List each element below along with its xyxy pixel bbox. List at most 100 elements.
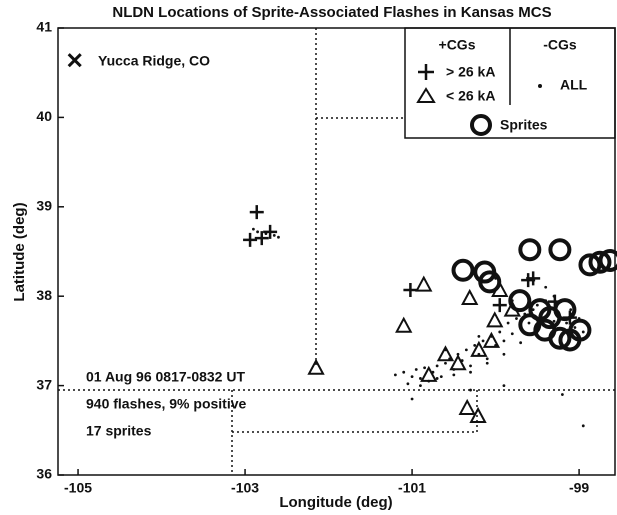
- point-dot: [402, 370, 406, 374]
- point-dot: [419, 377, 422, 380]
- point-dot: [393, 373, 397, 377]
- legend-group: -CGs: [543, 37, 577, 53]
- point-dot: [469, 388, 472, 392]
- y-tick-label: 37: [36, 376, 52, 392]
- point-dot: [252, 227, 255, 231]
- point-dot: [277, 235, 280, 239]
- point-triangle: [307, 358, 325, 375]
- site-label: Yucca Ridge, CO: [98, 53, 210, 69]
- annotation: 940 flashes, 9% positive: [86, 396, 247, 412]
- y-tick-label: 40: [36, 108, 52, 124]
- point-dot: [410, 397, 414, 401]
- point-dot: [469, 370, 472, 374]
- point-dot: [435, 377, 439, 380]
- point-dot: [477, 335, 481, 338]
- point-triangle: [469, 406, 487, 423]
- point-circle: [548, 238, 572, 262]
- point-dot: [494, 343, 497, 347]
- point-dot: [581, 330, 585, 334]
- point-dot: [544, 285, 548, 289]
- point-dot: [560, 393, 564, 396]
- point-dot: [423, 366, 427, 370]
- point-dot: [535, 303, 539, 307]
- point-x: [67, 53, 82, 68]
- point-circle: [553, 298, 577, 322]
- point-dot: [490, 335, 493, 338]
- point-plus: [403, 282, 418, 297]
- point-dot: [460, 359, 464, 362]
- legend-triangle: [416, 87, 436, 103]
- x-axis-label: Longitude (deg): [279, 494, 392, 511]
- point-dot: [485, 357, 489, 361]
- point-triangle: [461, 288, 479, 305]
- point-circle: [588, 250, 612, 274]
- point-dot: [410, 375, 414, 379]
- point-dot: [552, 319, 556, 323]
- point-dot: [527, 321, 531, 325]
- legend-dot: [538, 84, 542, 88]
- point-triangle: [436, 345, 455, 362]
- point-dot: [464, 348, 468, 352]
- point-dot: [444, 348, 447, 352]
- x-tick-label: -101: [398, 480, 426, 496]
- point-dot: [452, 368, 456, 371]
- point-circle: [518, 238, 542, 262]
- point-circle: [478, 270, 502, 294]
- point-dot: [569, 308, 573, 312]
- point-dot: [419, 384, 422, 387]
- legend: +CGs -CGs > 26 kA < 26 kA ALL Sprites: [404, 27, 616, 139]
- point-dot: [502, 352, 506, 356]
- legend-label: Sprites: [500, 117, 548, 133]
- point-circle: [451, 258, 475, 282]
- point-dot: [439, 375, 443, 379]
- point-triangle: [420, 365, 438, 382]
- point-dot: [502, 339, 506, 343]
- legend-label: ALL: [560, 77, 588, 93]
- point-triangle: [482, 331, 501, 348]
- legend-plus: [418, 64, 434, 80]
- chart-title: NLDN Locations of Sprite-Associated Flas…: [112, 4, 551, 21]
- point-dot: [565, 321, 568, 325]
- point-triangle: [449, 354, 467, 371]
- point-dot: [444, 361, 447, 365]
- y-tick-label: 41: [36, 19, 52, 35]
- point-triangle: [458, 398, 476, 415]
- legend-circle: [470, 114, 492, 136]
- point-plus: [254, 231, 269, 246]
- point-circle: [598, 248, 617, 272]
- point-dot: [469, 364, 472, 368]
- y-tick-label: 36: [36, 466, 52, 482]
- point-dot: [473, 343, 477, 347]
- point-dot: [485, 361, 489, 365]
- point-circle: [548, 326, 572, 350]
- point-circle: [568, 318, 592, 342]
- y-tick-label: 38: [36, 287, 52, 303]
- point-dot: [481, 339, 485, 343]
- legend-label: < 26 kA: [446, 88, 495, 104]
- point-circle: [508, 289, 532, 313]
- point-triangle: [470, 340, 488, 357]
- point-dot: [448, 357, 452, 361]
- point-dot: [498, 330, 502, 334]
- point-plus: [263, 224, 278, 239]
- legend-group: +CGs: [439, 37, 476, 53]
- point-dot: [427, 379, 431, 383]
- point-dot: [519, 341, 523, 345]
- y-tick-label: 39: [36, 198, 52, 214]
- point-dot: [256, 230, 259, 234]
- x-tick-label: -103: [231, 480, 259, 496]
- point-dot: [435, 364, 439, 368]
- point-dot: [272, 234, 276, 237]
- point-dot: [431, 370, 435, 374]
- point-dot: [581, 424, 585, 428]
- point-dot: [506, 321, 510, 325]
- y-axis-label: Latitude (deg): [11, 202, 28, 301]
- point-plus: [243, 232, 258, 247]
- point-dot: [502, 384, 506, 387]
- legend-label: > 26 kA: [446, 64, 495, 80]
- point-dot: [406, 382, 410, 386]
- point-dot: [264, 232, 268, 236]
- point-dot: [456, 352, 460, 356]
- point-dot: [452, 373, 456, 377]
